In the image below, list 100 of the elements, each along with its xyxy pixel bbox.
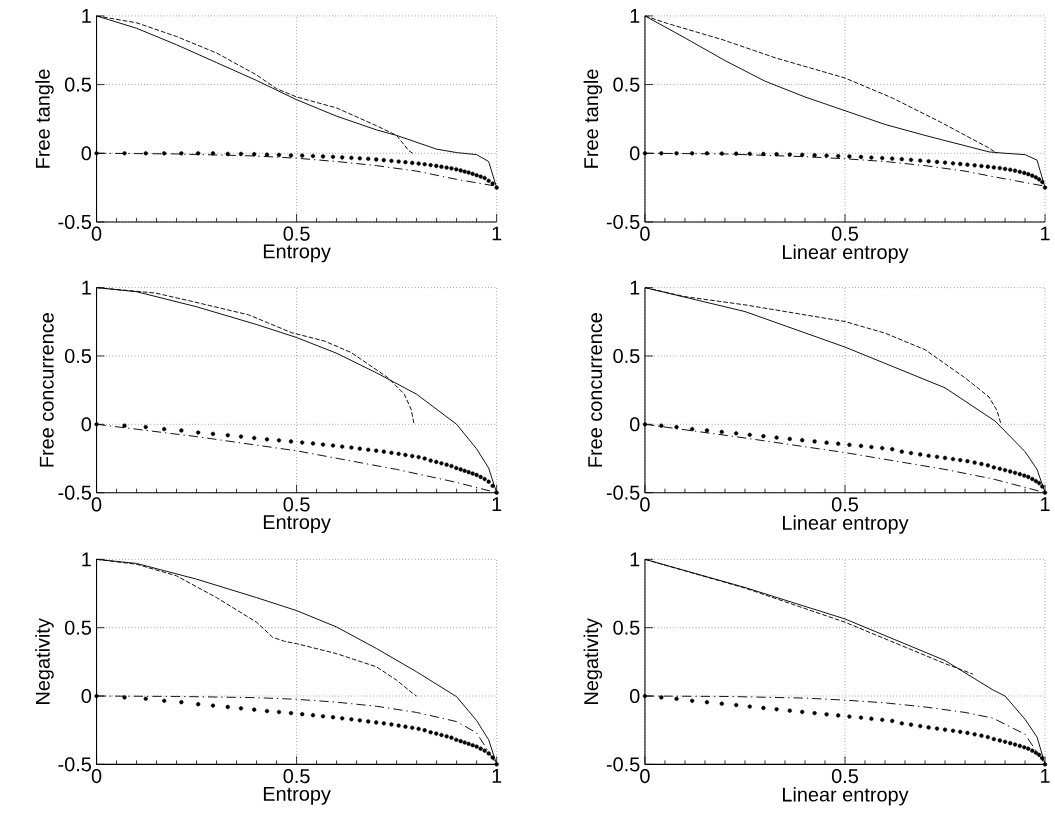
point: [300, 440, 305, 445]
point: [926, 159, 931, 164]
point: [958, 729, 963, 734]
x-tick-label: 1: [492, 226, 502, 241]
y-axis-title: Negativity: [583, 618, 603, 704]
point: [416, 161, 421, 166]
point: [466, 470, 471, 475]
point: [719, 429, 724, 435]
y-tick-label: 0: [81, 146, 92, 161]
y-axis-title: Free tangle: [583, 69, 603, 168]
y-tick-label: 1: [630, 280, 640, 295]
point: [264, 437, 270, 442]
point: [300, 153, 305, 158]
point: [918, 723, 923, 729]
point: [196, 151, 201, 156]
y-tick-label: 0: [81, 688, 92, 704]
point: [210, 703, 216, 708]
point: [288, 153, 294, 158]
y-tick-label: 1: [82, 280, 91, 295]
point: [958, 161, 963, 167]
point: [474, 744, 479, 749]
point: [357, 156, 362, 161]
y-tick-label: -0.5: [606, 485, 640, 500]
y-tick-label: 0.5: [613, 620, 640, 635]
x-tick-label: 1: [1041, 226, 1050, 241]
point: [1042, 762, 1048, 767]
x-axis-title: Entropy: [263, 515, 331, 534]
point: [264, 152, 270, 157]
point: [94, 151, 99, 156]
point: [474, 472, 479, 477]
point: [434, 163, 439, 169]
point: [890, 447, 895, 452]
point: [330, 154, 336, 159]
point: [719, 701, 724, 706]
point: [979, 461, 984, 467]
x-tick-label: 1: [492, 769, 502, 783]
point: [428, 162, 433, 168]
point: [122, 151, 127, 156]
y-tick-label: 0.5: [64, 348, 92, 363]
point: [444, 462, 449, 467]
point: [800, 152, 805, 157]
point: [428, 730, 433, 735]
point: [330, 715, 336, 720]
point: [486, 751, 491, 756]
point: [908, 157, 914, 162]
point: [374, 448, 379, 453]
y-tick-label: 0.5: [613, 77, 640, 92]
x-axis-title: Linear entropy: [782, 244, 909, 264]
point: [659, 423, 664, 428]
point: [899, 449, 904, 454]
point: [800, 438, 805, 443]
point: [478, 474, 483, 480]
point: [979, 163, 984, 169]
point: [642, 693, 648, 699]
point: [824, 153, 829, 158]
point: [196, 430, 201, 435]
x-axis-title: Linear entropy: [782, 786, 909, 806]
point: [434, 731, 439, 736]
point: [985, 463, 990, 468]
point: [985, 164, 990, 169]
point: [403, 724, 408, 729]
point: [210, 151, 216, 156]
point: [366, 447, 371, 452]
point: [449, 735, 454, 740]
point: [122, 423, 127, 428]
point: [94, 693, 99, 699]
point: [690, 151, 695, 156]
point: [965, 162, 970, 167]
point: [1012, 168, 1018, 173]
point: [310, 441, 316, 446]
y-tick-label: 1: [630, 552, 640, 567]
point: [674, 696, 679, 701]
x-tick-label: 0.5: [831, 226, 858, 241]
x-tick-label: 0: [640, 769, 650, 784]
x-axis-title: Entropy: [263, 786, 331, 805]
point: [238, 706, 244, 711]
point: [997, 738, 1002, 743]
point: [1012, 470, 1018, 475]
point: [264, 708, 270, 714]
point: [1017, 743, 1022, 749]
point: [880, 445, 885, 451]
point: [858, 443, 864, 449]
point: [991, 736, 996, 742]
point: [349, 445, 354, 450]
point: [276, 438, 282, 443]
point: [396, 451, 401, 456]
point: [908, 450, 914, 456]
point: [761, 434, 766, 439]
point: [690, 698, 695, 703]
point: [349, 717, 354, 722]
point: [972, 163, 977, 168]
point: [1040, 179, 1045, 185]
point: [869, 155, 874, 160]
point: [1002, 467, 1008, 473]
point: [674, 151, 679, 156]
y-tick-label: -0.5: [606, 214, 640, 229]
point: [470, 171, 475, 176]
point: [403, 160, 408, 165]
point: [965, 459, 970, 464]
point: [458, 168, 463, 173]
